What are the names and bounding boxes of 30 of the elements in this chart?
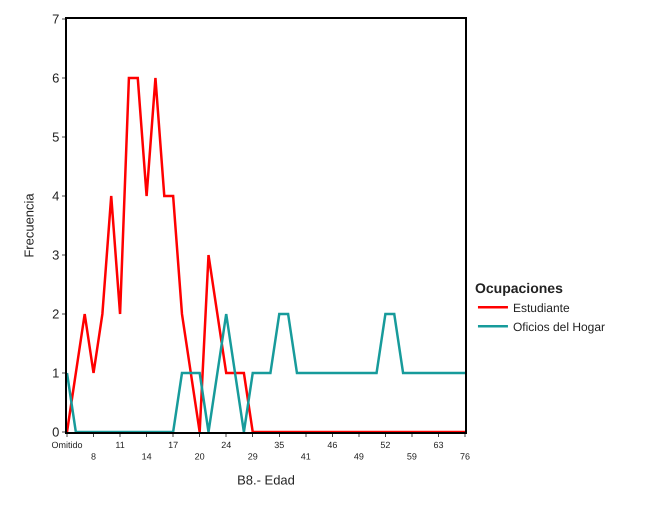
x-axis-title: B8.- Edad bbox=[237, 472, 295, 488]
x-tick-label: 11 bbox=[115, 440, 125, 450]
x-tick-label: 46 bbox=[327, 440, 338, 450]
x-tick-label: Omitido bbox=[51, 440, 83, 450]
x-tick-label: 49 bbox=[354, 452, 364, 462]
x-tick-label: 24 bbox=[221, 440, 232, 450]
y-tick-label: 0 bbox=[52, 424, 60, 440]
y-tick-label: 2 bbox=[52, 306, 60, 322]
x-tick-label: 14 bbox=[142, 452, 152, 462]
line-series bbox=[67, 76, 465, 432]
y-tick-label: 3 bbox=[52, 248, 60, 263]
legend-label: Estudiante bbox=[512, 300, 570, 315]
x-tick-label: 35 bbox=[274, 440, 284, 450]
x-tick-label: 20 bbox=[194, 452, 205, 462]
y-axis-title: Frecuencia bbox=[22, 192, 37, 258]
x-tick-label: 52 bbox=[380, 440, 390, 450]
x-tick-label: 59 bbox=[406, 452, 417, 462]
y-tick-label: 7 bbox=[52, 12, 60, 27]
legend-title: Ocupaciones bbox=[474, 280, 564, 296]
x-tick-label: 63 bbox=[433, 440, 444, 450]
y-tick-label: 1 bbox=[52, 366, 60, 381]
x-tick-label: 41 bbox=[300, 452, 311, 462]
y-tick-label: 4 bbox=[52, 188, 60, 204]
legend-label: Oficios del Hogar bbox=[512, 320, 606, 334]
y-tick-label: 6 bbox=[52, 70, 60, 86]
x-tick-label: 8 bbox=[91, 452, 96, 462]
x-tick-label: 29 bbox=[248, 452, 258, 462]
x-tick-label: 17 bbox=[168, 440, 178, 450]
y-tick-label: 5 bbox=[52, 130, 60, 145]
x-tick-label: 76 bbox=[460, 452, 470, 462]
